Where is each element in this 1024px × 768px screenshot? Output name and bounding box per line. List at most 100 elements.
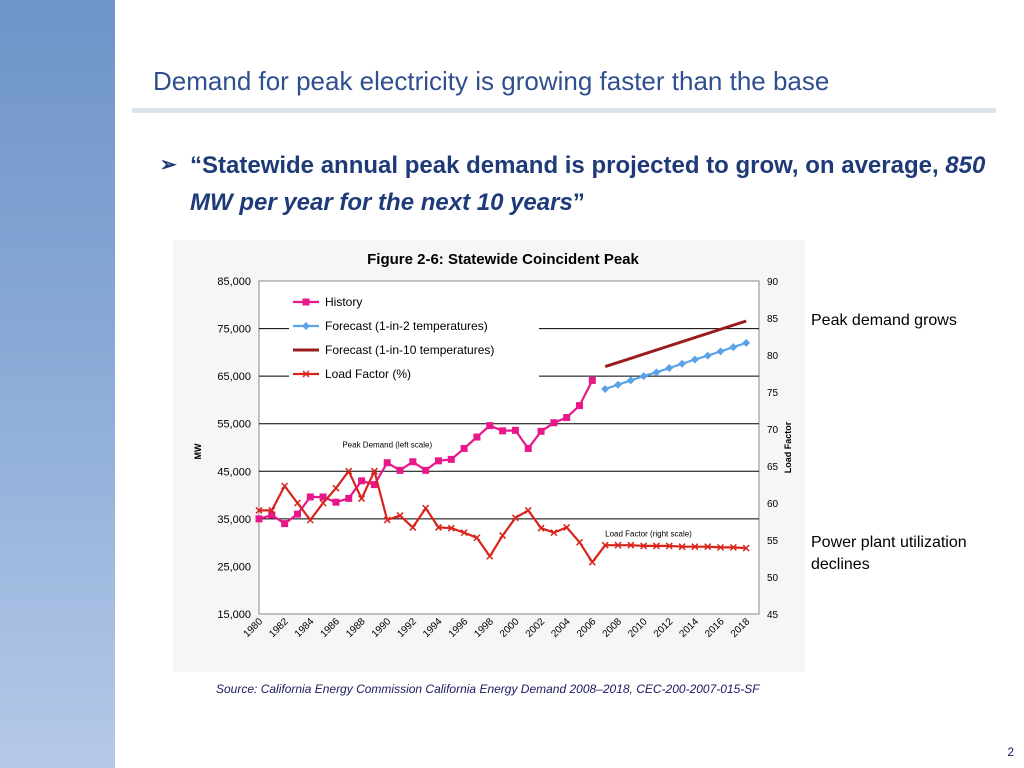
series-3-point-12 [409, 523, 417, 531]
series-3-point-22 [537, 524, 545, 532]
series-3-point-4 [306, 516, 314, 524]
y-tick-label-0: 85,000 [217, 276, 251, 288]
x-tick-label-17: 2014 [678, 616, 702, 640]
y2-tick-label-7: 55 [767, 536, 779, 547]
series-0-point-17 [473, 433, 481, 441]
series-3-point-7 [345, 467, 353, 475]
x-tick-label-2: 1984 [293, 616, 317, 640]
chart-figure: Figure 2-6: Statewide Coincident Peak 85,… [173, 240, 805, 672]
series-3-point-36 [717, 543, 725, 551]
y-tick-label-4: 45,000 [217, 466, 251, 478]
annotation-1: Load Factor (right scale) [605, 529, 692, 538]
series-1-point-2 [626, 376, 635, 385]
coincident-peak-chart: Figure 2-6: Statewide Coincident Peak 85,… [193, 251, 793, 640]
x-tick-label-5: 1990 [370, 616, 394, 640]
series-1-point-0 [601, 384, 610, 393]
series-3-point-25 [575, 538, 584, 546]
series-3-point-38 [742, 544, 750, 552]
series-3-point-6 [332, 484, 340, 492]
series-0-point-12 [409, 458, 417, 466]
series-0-point-5 [319, 493, 327, 501]
series-0-point-9 [370, 481, 378, 489]
series-line-2 [604, 319, 747, 369]
series-0-point-22 [537, 427, 545, 435]
series-3-point-24 [563, 523, 571, 531]
series-1-point-6 [678, 359, 687, 368]
x-tick-label-3: 1986 [319, 616, 343, 640]
legend-marker-3 [302, 370, 310, 378]
series-0-point-3 [293, 510, 301, 518]
series-0-point-8 [358, 477, 366, 485]
page-number: 2 [1007, 745, 1014, 759]
y-tick-label-6: 25,000 [217, 561, 251, 573]
bullet-text: “Statewide annual peak demand is project… [190, 147, 990, 221]
series-3-point-15 [447, 524, 455, 532]
series-3-point-5 [319, 499, 327, 507]
x-tick-label-16: 2012 [652, 616, 676, 640]
series-1-point-5 [665, 364, 674, 373]
bullet-text-emphasis: 850 MW per year for the next 10 years [190, 152, 986, 216]
legend-label-2: Forecast (1-in-10 temperatures) [325, 343, 494, 357]
y-tick-label-1: 75,000 [217, 324, 251, 336]
x-tick-label-1: 1982 [267, 616, 291, 640]
series-3-point-26 [588, 558, 596, 566]
series-0-point-23 [550, 419, 558, 427]
series-0-point-6 [332, 498, 340, 506]
series-3-point-29 [627, 541, 635, 549]
series-0-point-20 [511, 426, 519, 434]
y-tick-label-3: 55,000 [217, 419, 251, 431]
series-3-point-3 [293, 499, 301, 507]
series-1-point-9 [716, 347, 725, 356]
legend-box [289, 292, 539, 392]
y-tick-label-2: 65,000 [217, 371, 251, 383]
series-1-point-4 [652, 368, 661, 377]
source-citation: Source: California Energy Commission Cal… [216, 682, 760, 696]
x-tick-label-11: 2002 [524, 616, 548, 640]
series-1-point-8 [703, 351, 712, 360]
series-3-point-11 [396, 512, 404, 520]
y2-tick-label-9: 45 [767, 610, 779, 621]
series-0-point-16 [460, 444, 468, 452]
x-tick-label-8: 1996 [447, 616, 471, 640]
y2-axis-label: Load Factor [783, 421, 793, 473]
series-3-point-14 [434, 523, 443, 531]
x-tick-label-9: 1998 [472, 616, 496, 640]
y2-tick-label-1: 85 [767, 314, 779, 325]
x-tick-label-12: 2004 [549, 616, 573, 640]
series-3-point-0 [255, 506, 263, 514]
x-tick-label-7: 1994 [421, 616, 445, 640]
series-0-point-10 [383, 459, 391, 467]
series-3-point-30 [640, 542, 648, 550]
series-0-point-13 [422, 466, 430, 474]
series-0-point-14 [434, 457, 442, 465]
series-0-point-25 [576, 402, 584, 410]
y2-tick-label-8: 50 [767, 573, 779, 584]
series-0-point-1 [268, 511, 276, 519]
legend-marker-1 [302, 322, 310, 330]
arrow-bullet-icon: ➢ [160, 154, 177, 176]
legend-label-3: Load Factor (%) [325, 367, 411, 381]
series-0-point-2 [281, 520, 289, 528]
series-3-point-18 [486, 552, 494, 560]
y-tick-label-7: 15,000 [217, 609, 251, 621]
series-3-point-33 [678, 543, 686, 551]
y2-tick-label-4: 70 [767, 425, 779, 436]
series-3-point-35 [704, 543, 712, 551]
series-3-point-37 [729, 543, 737, 551]
series-3-point-21 [524, 506, 532, 514]
annotation-0: Peak Demand (left scale) [342, 441, 432, 450]
series-0-point-21 [524, 444, 532, 452]
quote-open: “ [190, 152, 202, 179]
legend-marker-0 [302, 298, 310, 306]
series-3-point-2 [281, 482, 289, 490]
series-0-point-7 [345, 494, 353, 502]
note-utilization: Power plant utilization declines [811, 534, 967, 573]
x-tick-label-6: 1992 [395, 616, 419, 640]
sidebar-decoration [0, 0, 115, 768]
series-0-point-11 [396, 466, 404, 474]
series-1-point-10 [729, 343, 738, 352]
series-0-point-24 [563, 414, 571, 422]
series-3-point-19 [499, 532, 507, 540]
series-1-point-11 [742, 338, 751, 347]
series-3-point-28 [614, 541, 622, 549]
